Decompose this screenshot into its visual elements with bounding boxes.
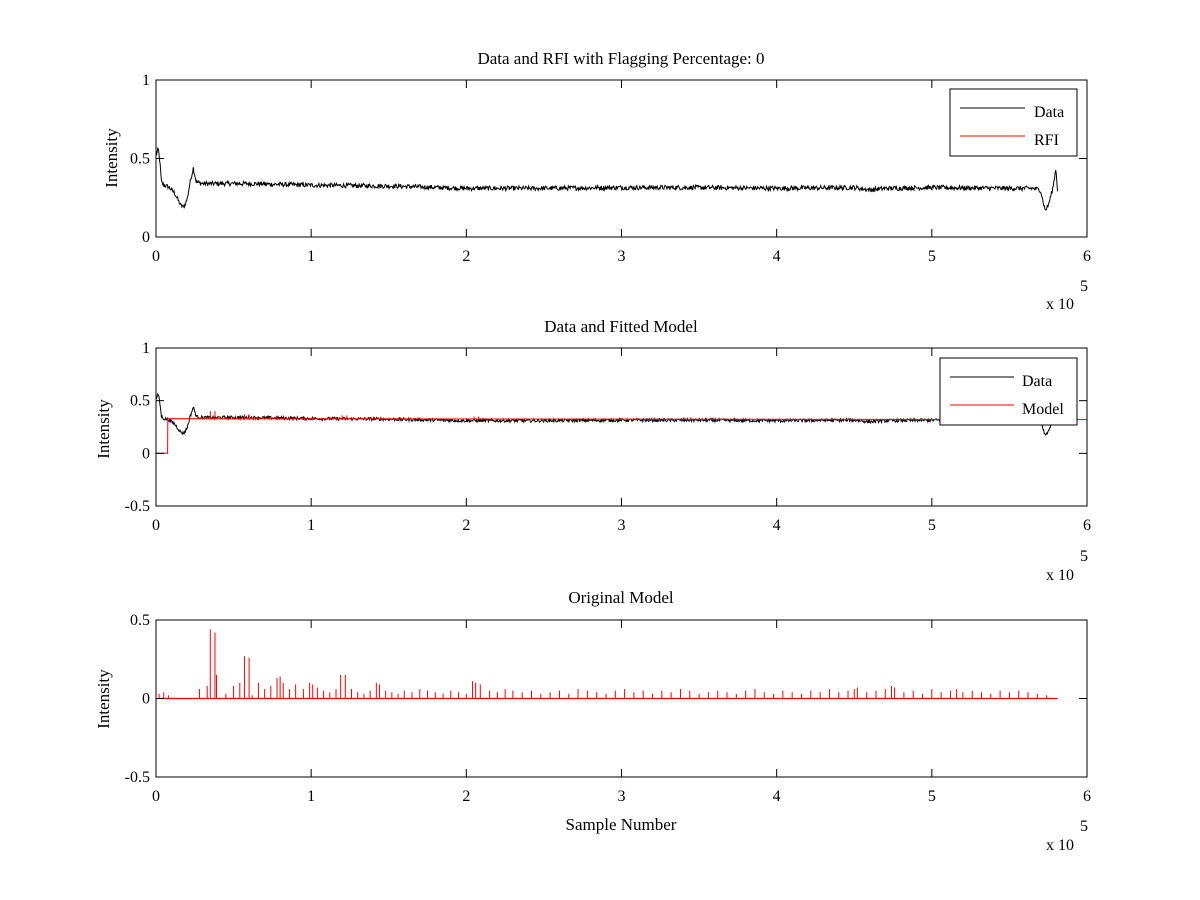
legend-label-data: Data [1022, 373, 1052, 390]
x-tick-label: 3 [618, 788, 626, 805]
subplot-data-and-rfi: Data and RFI with Flagging Percentage: 0… [102, 49, 1091, 313]
legend-label-model: Model [1022, 401, 1064, 418]
x-tick-label: 5 [928, 788, 936, 805]
x-tick-label: 4 [773, 248, 781, 265]
x-tick-group: 0 1 2 3 4 5 6 [152, 348, 1091, 534]
x-tick-label: 2 [462, 788, 470, 805]
y-tick-label: 0 [142, 691, 150, 708]
subplot-title: Original Model [568, 588, 674, 607]
y-tick-label: 0 [142, 229, 150, 246]
legend-label-data: Data [1034, 104, 1064, 121]
x-tick-label: 2 [462, 248, 470, 265]
x-tick-label: 1 [307, 788, 315, 805]
x-tick-label: 4 [773, 788, 781, 805]
x-tick-label: 5 [928, 248, 936, 265]
x-tick-label: 5 [928, 517, 936, 534]
x-multiplier-exponent: 5 [1080, 818, 1088, 835]
x-tick-label: 0 [152, 517, 160, 534]
x-multiplier-label: x 10 [1046, 296, 1074, 313]
x-tick-label: 4 [773, 517, 781, 534]
x-tick-label: 6 [1083, 248, 1091, 265]
x-tick-label: 0 [152, 788, 160, 805]
x-tick-label: 0 [152, 248, 160, 265]
x-tick-label: 6 [1083, 517, 1091, 534]
y-tick-group: 00.51 [130, 72, 1087, 246]
x-tick-label: 1 [307, 248, 315, 265]
subplot-data-and-fitted-model: Data and Fitted Model Intensity -0.500.5… [94, 317, 1091, 584]
subplot-title: Data and RFI with Flagging Percentage: 0 [477, 49, 764, 68]
plot-area [156, 629, 1058, 700]
series-data-line [155, 147, 1058, 211]
x-multiplier-exponent: 5 [1080, 278, 1088, 295]
x-multiplier-exponent: 5 [1080, 548, 1088, 565]
legend: Data RFI [949, 88, 1078, 157]
x-tick-label: 6 [1083, 788, 1091, 805]
legend-box [939, 357, 1078, 426]
subplot-title: Data and Fitted Model [544, 317, 698, 336]
legend-box [949, 88, 1078, 157]
y-axis-label: Intensity [94, 399, 113, 459]
x-axis-label: Sample Number [566, 815, 677, 834]
x-tick-label: 3 [618, 248, 626, 265]
y-tick-label: -0.5 [125, 498, 150, 515]
y-tick-group: -0.5 0 0.5 [125, 612, 1087, 786]
x-tick-group: 0 1 2 3 4 5 6 [152, 620, 1091, 805]
y-tick-label: 1 [142, 340, 150, 357]
y-axis-label: Intensity [102, 128, 121, 188]
legend-label-rfi: RFI [1034, 132, 1059, 149]
x-multiplier-label: x 10 [1046, 837, 1074, 854]
y-tick-label: 0.5 [130, 393, 150, 410]
plot-area [155, 147, 1058, 211]
y-tick-label: 1 [142, 72, 150, 89]
x-multiplier-label: x 10 [1046, 567, 1074, 584]
x-tick-label: 2 [462, 517, 470, 534]
x-tick-label: 3 [618, 517, 626, 534]
x-tick-label: 1 [307, 517, 315, 534]
y-tick-group: -0.5 0 0.5 1 [125, 340, 1087, 515]
y-tick-label: 0 [142, 445, 150, 462]
y-tick-label: -0.5 [125, 769, 150, 786]
y-axis-label: Intensity [94, 669, 113, 729]
y-tick-label: 0.5 [130, 612, 150, 629]
x-tick-group: 0 1 2 3 4 5 6 [152, 80, 1091, 265]
y-tick-label: 0.5 [130, 151, 150, 168]
legend: Data Model [939, 357, 1078, 426]
